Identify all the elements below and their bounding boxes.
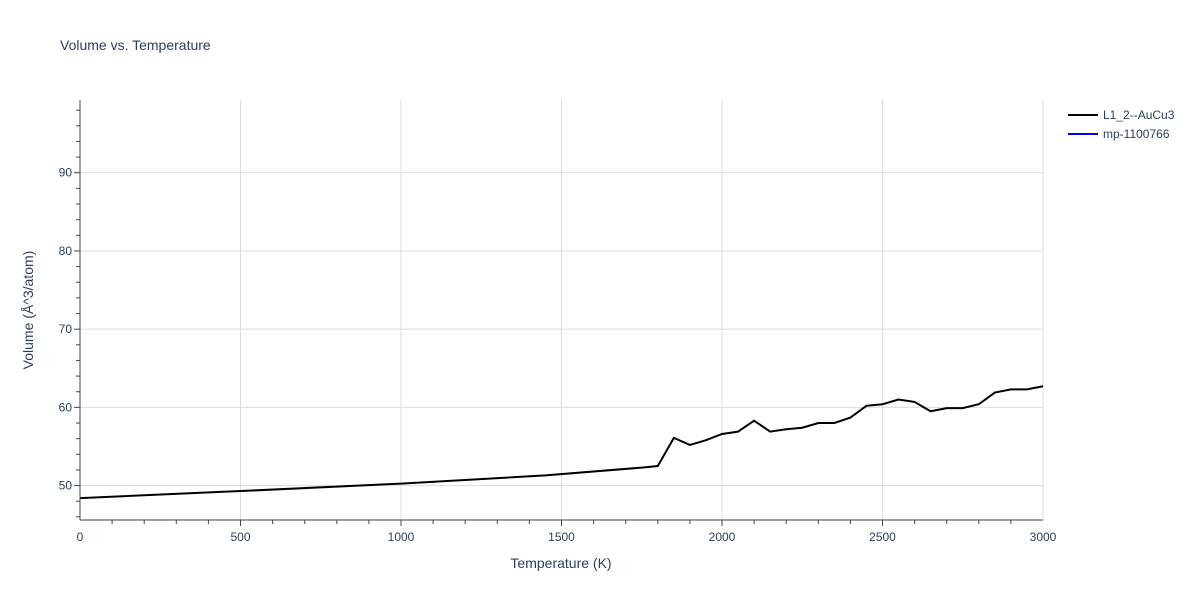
y-tick-label: 80 bbox=[59, 244, 73, 258]
axes: 0 500 1000 1500 2000 2500 3000 50 60 70 80 90 bbox=[59, 100, 1057, 544]
x-tick-label: 1500 bbox=[548, 530, 575, 544]
x-tick-label: 2000 bbox=[709, 530, 736, 544]
y-tick-label: 90 bbox=[59, 166, 73, 180]
y-tick-label: 70 bbox=[59, 322, 73, 336]
x-tick-label: 500 bbox=[230, 530, 250, 544]
x-tick-label: 1000 bbox=[388, 530, 415, 544]
series-line bbox=[79, 385, 1044, 500]
x-tick-label: 3000 bbox=[1030, 530, 1057, 544]
chart-title: Volume vs. Temperature bbox=[60, 37, 211, 53]
series-layer bbox=[79, 385, 1044, 500]
x-tick-label: 0 bbox=[77, 530, 84, 544]
legend-label[interactable]: L1_2--AuCu3 bbox=[1103, 108, 1175, 122]
x-tick-label: 2500 bbox=[869, 530, 896, 544]
y-tick-label: 50 bbox=[59, 479, 73, 493]
legend-label[interactable]: mp-1100766 bbox=[1103, 127, 1170, 141]
legend: L1_2--AuCu3 mp-1100766 bbox=[1068, 108, 1175, 141]
x-axis-label: Temperature (K) bbox=[510, 555, 611, 571]
y-axis-label: Volume (Å^3/atom) bbox=[20, 251, 36, 370]
y-tick-label: 60 bbox=[59, 400, 73, 414]
grid bbox=[80, 100, 1044, 520]
